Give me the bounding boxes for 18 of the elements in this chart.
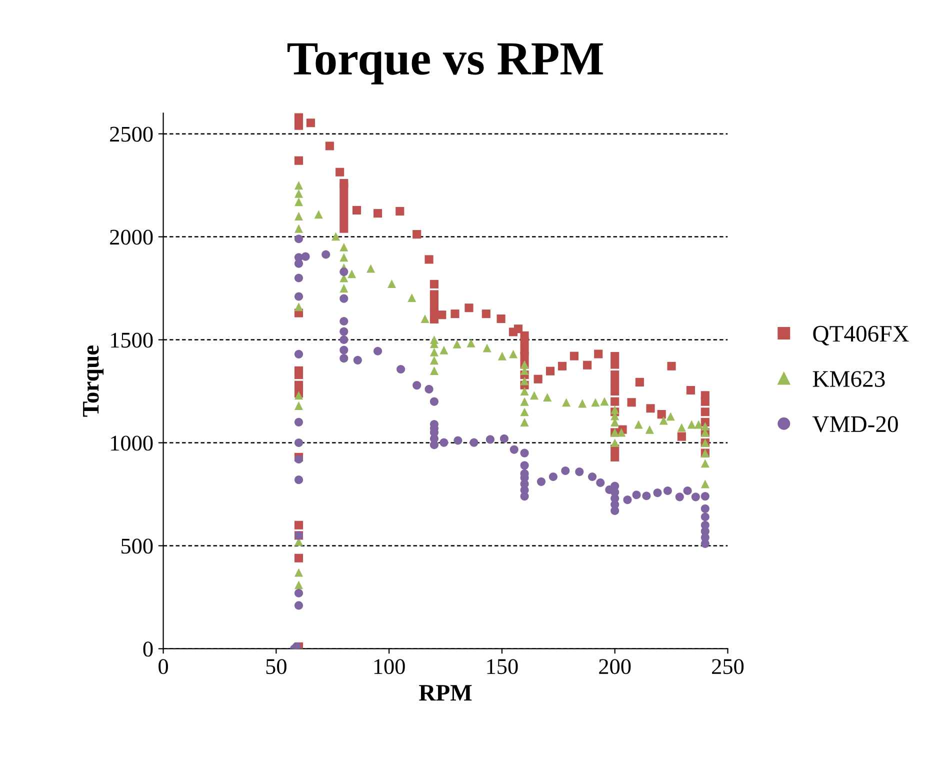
x-tick-label: 150 [487,659,518,674]
x-tick-label: 200 [599,659,631,674]
y-tick-label: 2000 [110,230,153,245]
x-tick-label: 250 [712,659,744,674]
y-tick-label: 1500 [111,332,153,348]
y-tick-label: 0 [143,642,153,657]
x-tick-label: 50 [266,659,286,674]
chart-title: Torque vs RPM [287,43,603,84]
legend-label: QT406FX [813,326,909,346]
y-tick-label: 500 [122,538,153,554]
x-axis-title: RPM [419,685,472,701]
y-tick-label: 2500 [110,126,153,142]
legend-label: KM623 [812,371,885,387]
legend-label: VMD-20 [812,416,898,432]
y-axis-title: Torque [83,345,104,417]
x-tick-label: 0 [158,659,168,674]
y-tick-label: 1000 [111,436,153,451]
x-tick-label: 100 [374,659,405,674]
